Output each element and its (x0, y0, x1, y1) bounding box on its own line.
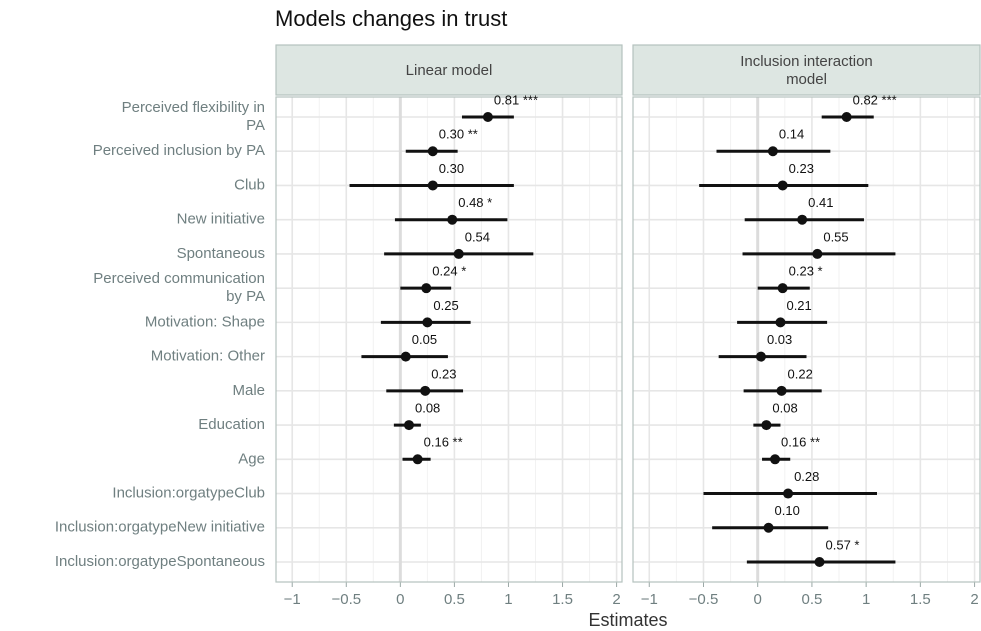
point (767, 146, 778, 157)
point (427, 146, 438, 157)
data-label: 0.30 ** (439, 127, 478, 142)
data-label: 0.41 (808, 195, 833, 210)
y-tick-label: Education (198, 416, 265, 433)
point (761, 420, 772, 431)
data-label: 0.23 * (789, 264, 823, 279)
data-label: 0.16 ** (424, 435, 463, 450)
data-label: 0.55 (823, 229, 848, 244)
data-label: 0.14 (779, 127, 804, 142)
data-label: 0.16 ** (781, 435, 820, 450)
data-label: 0.24 * (432, 264, 466, 279)
x-tick-label: −0.5 (689, 591, 719, 608)
data-label: 0.05 (412, 332, 437, 347)
point (422, 317, 433, 328)
point (797, 214, 808, 225)
data-label: 0.23 (789, 161, 814, 176)
data-label: 0.08 (772, 401, 797, 416)
x-axis-label: Estimates (588, 610, 667, 630)
strip-label: Inclusion interaction model (740, 53, 873, 88)
data-label: 0.81 *** (494, 92, 538, 107)
point (453, 248, 464, 259)
y-tick-label: Motivation: Other (151, 348, 265, 365)
y-tick-label: Inclusion:orgatypeClub (112, 485, 265, 502)
x-tick-label: 1 (504, 591, 512, 608)
panel (276, 97, 622, 582)
point (777, 283, 788, 294)
point (427, 180, 438, 191)
point (841, 112, 852, 122)
x-tick-label: 1.5 (552, 591, 573, 608)
data-label: 0.21 (786, 298, 811, 313)
x-tick-label: 1 (862, 591, 870, 608)
point (812, 248, 823, 259)
x-tick-label: 0.5 (801, 591, 822, 608)
strip (275, 44, 623, 96)
point (776, 385, 787, 396)
panel-border (275, 96, 623, 583)
x-tick-label: 1.5 (910, 591, 931, 608)
point (783, 488, 794, 499)
data-label: 0.22 (788, 366, 813, 381)
point (482, 112, 493, 122)
y-tick-label: Club (234, 176, 265, 193)
data-label: 0.28 (794, 469, 819, 484)
panel (633, 97, 980, 582)
y-tick-label: Age (238, 450, 265, 467)
point (755, 351, 766, 362)
point (770, 454, 781, 465)
point (763, 522, 774, 533)
y-tick-label: New initiative (177, 211, 265, 228)
data-label: 0.08 (415, 401, 440, 416)
x-tick-label: −0.5 (331, 591, 361, 608)
y-tick-label: Inclusion:orgatypeSpontaneous (55, 553, 265, 570)
x-tick-label: −1 (641, 591, 658, 608)
point (777, 180, 788, 191)
y-tick-label: Motivation: Shape (145, 313, 265, 330)
y-tick-label: Perceived communication by PA (93, 270, 265, 305)
data-label: 0.25 (433, 298, 458, 313)
y-tick-label: Inclusion:orgatypeNew initiative (55, 519, 265, 536)
y-tick-label: Spontaneous (177, 245, 265, 262)
strip (632, 44, 981, 96)
point (403, 420, 414, 431)
point (775, 317, 786, 328)
y-tick-label: Perceived inclusion by PA (93, 142, 265, 159)
x-tick-label: 0 (396, 591, 404, 608)
x-tick-label: 2 (612, 591, 620, 608)
data-label: 0.57 * (826, 537, 860, 552)
data-label: 0.54 (465, 229, 490, 244)
x-tick-label: 0.5 (444, 591, 465, 608)
x-tick-label: 0 (754, 591, 762, 608)
data-label: 0.10 (775, 503, 800, 518)
data-label: 0.03 (767, 332, 792, 347)
y-tick-label: Male (232, 382, 265, 399)
data-label: 0.23 (431, 366, 456, 381)
panel-border (632, 96, 981, 583)
chart-title: Models changes in trust (275, 6, 507, 31)
data-label: 0.30 (439, 161, 464, 176)
point (421, 283, 432, 294)
point (412, 454, 423, 465)
data-label: 0.48 * (458, 195, 492, 210)
point (420, 385, 431, 396)
point (447, 214, 458, 225)
point (400, 351, 411, 362)
data-label: 0.82 *** (853, 92, 897, 107)
x-tick-label: −1 (284, 591, 301, 608)
strip-label: Linear model (406, 62, 493, 79)
y-tick-label: Perceived flexibility in PA (122, 99, 265, 134)
x-tick-label: 2 (970, 591, 978, 608)
point (814, 557, 825, 567)
